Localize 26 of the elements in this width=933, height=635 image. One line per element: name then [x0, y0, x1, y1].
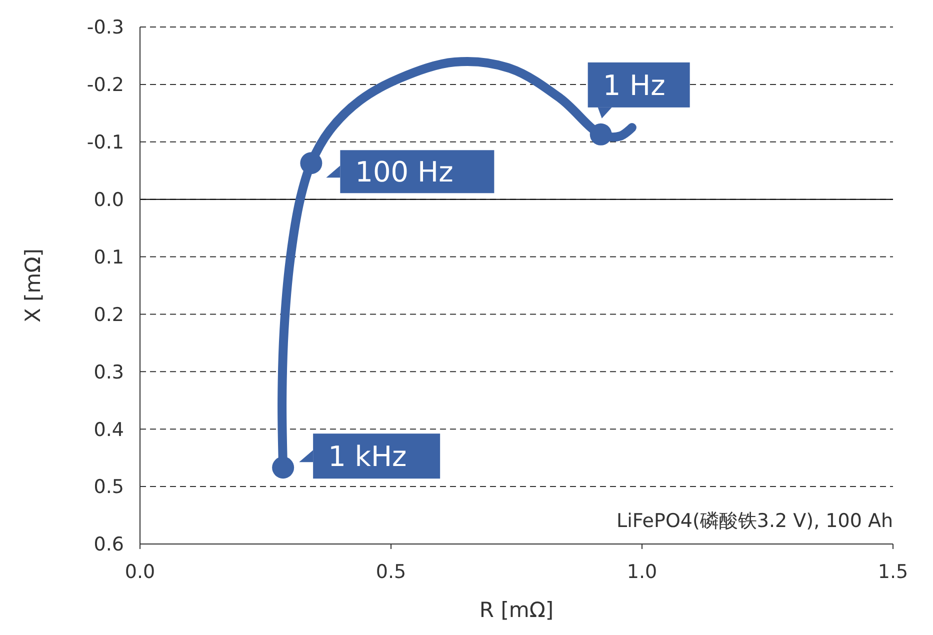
x-tick-label: 0.5	[376, 561, 406, 583]
y-tick-label: 0.4	[94, 418, 124, 441]
annotation: 1 kHz	[328, 440, 407, 474]
point	[300, 152, 322, 174]
annotation: 100 Hz	[355, 156, 454, 189]
y-axis-title: X [mΩ]	[21, 248, 45, 322]
y-tick-label: 0.2	[94, 304, 124, 326]
point	[590, 123, 612, 146]
x-tick-label: 1.5	[878, 561, 908, 583]
y-tick-label: 0.1	[94, 246, 124, 268]
x-tick-label: 1.0	[626, 561, 658, 583]
annotation: LiFePO4(磷酸铁3.2 V), 100 Ah	[616, 510, 893, 532]
callout-label: 1 kHz	[299, 434, 440, 479]
callout-label: 100 Hz	[326, 150, 494, 194]
y-tick-label: -0.3	[86, 16, 124, 39]
x-axis-title: R [mΩ]	[479, 598, 554, 622]
y-tick-label: 0.5	[94, 476, 124, 498]
x-tick-label: 0.0	[124, 561, 156, 583]
y-tick-label: 0.6	[94, 534, 124, 556]
annotation: 1 Hz	[602, 69, 666, 102]
y-tick-label: -0.1	[86, 132, 124, 154]
point	[272, 456, 294, 479]
y-tick-label: -0.2	[86, 74, 124, 96]
callout-label: 1 Hz	[588, 62, 690, 118]
y-tick-label: 0.3	[94, 361, 124, 384]
y-tick-label: 0.0	[94, 188, 124, 211]
